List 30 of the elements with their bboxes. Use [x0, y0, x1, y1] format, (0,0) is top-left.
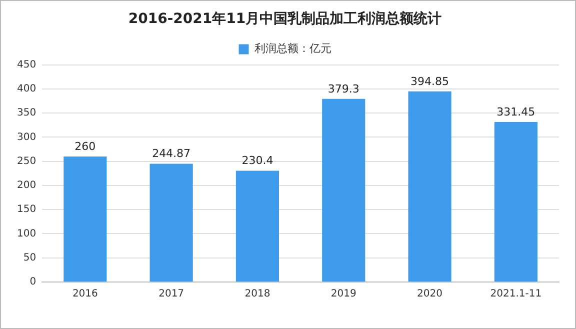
bar	[408, 91, 452, 282]
bar	[236, 170, 280, 282]
y-tick-label: 450	[16, 59, 36, 70]
data-label: 331.45	[496, 105, 536, 118]
y-tick-label: 300	[16, 132, 36, 143]
y-tick-label: 200	[16, 180, 36, 192]
data-label: 244.87	[152, 147, 191, 160]
x-tick-label: 2021.1-11	[490, 288, 542, 300]
bar	[150, 164, 193, 282]
bar	[322, 98, 366, 282]
y-tick-label: 150	[16, 204, 36, 216]
bar	[494, 122, 538, 282]
y-tick-label: 0	[30, 276, 36, 288]
data-label: 230.4	[242, 154, 274, 168]
x-tick-label: 2017	[158, 288, 184, 300]
x-tick-label: 2016	[72, 288, 98, 300]
data-label: 260	[74, 140, 96, 153]
x-tick-label: 2018	[244, 288, 270, 300]
y-tick-label: 250	[16, 156, 36, 167]
y-tick-label: 100	[16, 228, 36, 240]
x-tick-label: 2019	[330, 288, 356, 300]
y-tick-label: 50	[23, 252, 36, 264]
legend-label: 利润总额：亿元	[254, 42, 332, 56]
data-label: 394.85	[410, 74, 450, 88]
y-tick-label: 400	[16, 84, 36, 95]
data-label: 379.3	[328, 82, 360, 96]
bar	[64, 156, 107, 282]
chart-title: 2016-2021年11月中国乳制品加工利润总额统计	[128, 10, 442, 28]
x-tick-label: 2020	[417, 288, 442, 300]
y-tick-label: 350	[16, 108, 36, 119]
